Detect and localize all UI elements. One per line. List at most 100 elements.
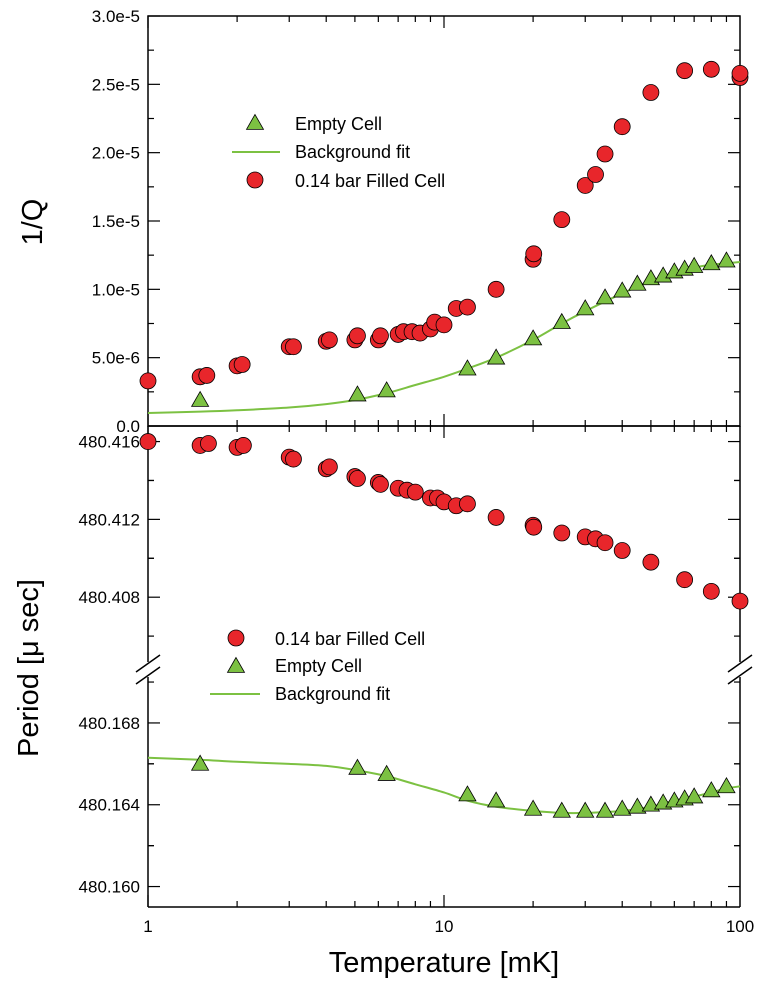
top-empty-cell-point (377, 381, 396, 398)
top-legend-empty-cell-marker (245, 113, 265, 130)
bottom-legend-filled-cell-label: 0.14 bar Filled Cell (275, 629, 425, 649)
bottom-empty-cell-point (190, 754, 210, 771)
bottom-filled-cell-point (525, 518, 543, 536)
x-tick-label: 1 (143, 917, 152, 936)
bottom-filled-cell-point (487, 509, 505, 526)
bottom-legend: 0.14 bar Filled Cell Empty Cell Background… (210, 629, 425, 704)
top-legend-fit-label: Background fit (295, 142, 410, 162)
lower-y-tick-label: 480.164 (79, 796, 140, 815)
bottom-empty-cell-point (552, 801, 571, 818)
top-filled-cell-point (553, 211, 571, 229)
bottom-empty-cell-point (613, 799, 632, 816)
top-empty-cell-point (552, 312, 571, 329)
bottom-filled-cell-point (553, 524, 571, 542)
top-filled-cell-point (576, 177, 594, 194)
bottom-empty-cell-point (702, 781, 721, 798)
bottom-filled-cell-point (676, 571, 694, 589)
bottom-filled-cell-point (596, 534, 614, 552)
top-filled-cell-point (676, 62, 694, 80)
top-filled-cell-point (587, 166, 604, 183)
top-legend-filled-cell-marker (246, 171, 264, 189)
top-y-tick-label: 2.5e-5 (92, 75, 140, 94)
top-filled-cell-point (487, 280, 505, 298)
bottom-filled-cell-point (459, 495, 476, 513)
upper-y-tick-label: 480.408 (79, 588, 140, 607)
bottom-empty-cell-point (576, 801, 595, 818)
bottom-empty-cell-point (458, 785, 477, 802)
top-filled-cell-point (642, 84, 660, 101)
top-legend: Empty Cell Background fit 0.14 bar Filled … (232, 113, 445, 191)
bottom-filled-cell-point (200, 435, 217, 452)
axis-break-marks (135, 654, 753, 685)
bottom-filled-cell-point (613, 542, 631, 559)
bottom-legend-empty-cell-label: Empty Cell (275, 656, 362, 676)
top-empty-cell-point (458, 359, 477, 376)
top-empty-cell-point (595, 288, 615, 305)
bottom-points-layer (139, 433, 749, 818)
lower-y-tick-label: 480.160 (79, 878, 140, 897)
top-points-layer (139, 60, 749, 407)
top-y-tick-label: 3.0e-5 (92, 7, 140, 26)
x-tick-label: 100 (726, 917, 754, 936)
bottom-filled-cell-point (702, 582, 720, 600)
top-filled-cell-point (198, 367, 216, 384)
top-legend-filled-cell-label: 0.14 bar Filled Cell (295, 171, 445, 191)
top-filled-cell-point (702, 60, 720, 78)
x-tick-label: 10 (435, 917, 454, 936)
top-filled-cell-point (731, 65, 749, 82)
top-y-tick-label: 2.0e-5 (92, 144, 140, 163)
bottom-empty-cell-point (348, 758, 367, 775)
bottom-ticks-layer: 1 10 100 480.408 480.412 480.416 480.160 480.16… (79, 426, 754, 936)
top-empty-cell-point (576, 299, 595, 316)
top-filled-cell-point (139, 372, 157, 390)
top-y-tick-label: 0.0 (116, 417, 140, 436)
bottom-filled-cell-point (234, 437, 252, 454)
top-empty-cell-point (613, 281, 632, 298)
top-y-tick-label: 1.5e-5 (92, 212, 140, 231)
top-y-tick-label: 1.0e-5 (92, 280, 140, 299)
bottom-filled-cell-point (642, 553, 660, 571)
bottom-empty-cell-point (717, 777, 736, 794)
bottom-empty-cell-point (595, 801, 615, 818)
top-empty-cell-point (641, 269, 661, 286)
top-empty-cell-point (523, 329, 543, 346)
bottom-empty-cell-point (486, 791, 506, 808)
top-filled-cell-point (349, 327, 366, 345)
bottom-panel-chart: 1 10 100 480.408 480.412 480.416 480.160 480.16… (13, 425, 754, 979)
top-empty-cell-point (348, 385, 367, 402)
top-empty-cell-point (717, 251, 736, 268)
top-y-axis-title: 1/Q (17, 199, 49, 246)
top-empty-cell-point (628, 274, 647, 291)
bottom-filled-cell-point (372, 475, 389, 493)
bottom-legend-fit-label: Background fit (275, 684, 390, 704)
bottom-empty-cell-point (377, 764, 396, 781)
top-filled-cell-point (525, 245, 543, 263)
bottom-filled-cell-point (139, 433, 157, 450)
bottom-filled-cell-point (349, 470, 366, 487)
bottom-filled-cell-point (285, 450, 302, 468)
top-filled-cell-point (613, 118, 631, 136)
lower-y-tick-label: 480.168 (79, 714, 140, 733)
bottom-filled-cell-point (320, 458, 338, 476)
bottom-legend-empty-cell-marker (226, 656, 246, 673)
top-empty-cell-point (684, 256, 704, 273)
top-y-tick-label: 5.0e-6 (92, 349, 140, 368)
bottom-empty-cell-point (628, 797, 647, 814)
top-panel-chart: 0.05.0e-61.0e-51.5e-52.0e-52.5e-53.0e-5 … (17, 7, 749, 436)
top-filled-cell-point (372, 327, 389, 345)
top-filled-cell-point (233, 356, 251, 373)
bottom-legend-filled-cell-marker (227, 629, 245, 647)
bottom-filled-cell-point (731, 592, 749, 610)
top-empty-cell-point (190, 390, 210, 407)
bottom-y-axis-title: Period [μ sec] (13, 579, 45, 757)
upper-y-tick-label: 480.416 (79, 433, 140, 452)
upper-y-tick-label: 480.412 (79, 510, 140, 529)
bottom-empty-cell-point (523, 799, 543, 816)
top-ticks-layer: 0.0 5.0e-6 1.0e-5 1.5e-5 2.0e-5 2.5e-5 3.0e-5 (92, 7, 740, 436)
top-filled-cell-point (320, 331, 338, 349)
top-empty-cell-point (486, 348, 506, 365)
top-filled-cell-point (596, 145, 614, 163)
top-filled-cell-point (435, 316, 453, 334)
top-filled-cell-point (459, 298, 476, 316)
